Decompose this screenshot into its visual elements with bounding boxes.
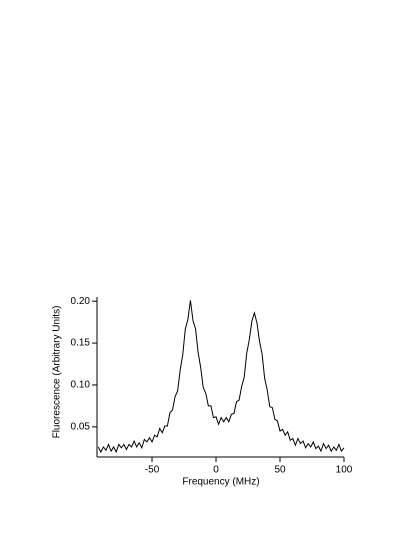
y-axis-label: Fluorescence (Arbitrary Units) [52,306,63,439]
y-tick-label: 0.20 [71,296,91,307]
data-line [97,300,345,454]
y-tick-label: 0.10 [71,380,91,391]
x-tick-label: 0 [213,465,219,476]
x-tick-label: -50 [145,465,160,476]
x-tick-label: 100 [336,465,353,476]
y-tick-label: 0.05 [71,421,91,432]
y-tick-label: 0.15 [71,338,91,349]
x-axis-label: Frequency (MHz) [182,477,259,488]
x-tick-label: 50 [274,465,286,476]
